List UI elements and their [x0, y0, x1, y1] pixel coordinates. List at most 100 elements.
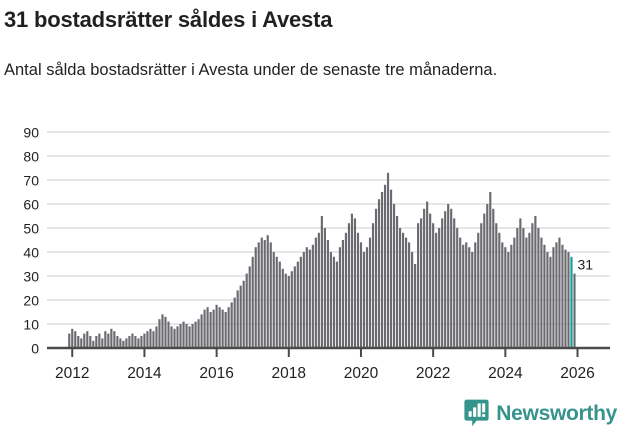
bar[interactable]: [275, 256, 278, 348]
bar[interactable]: [269, 242, 272, 348]
bar[interactable]: [368, 237, 372, 348]
bar[interactable]: [365, 247, 369, 348]
bar[interactable]: [453, 218, 456, 348]
bar[interactable]: [143, 333, 146, 348]
bar[interactable]: [224, 312, 227, 348]
bar[interactable]: [411, 252, 414, 348]
bar[interactable]: [498, 232, 501, 348]
bar[interactable]: [501, 242, 504, 348]
bar[interactable]: [146, 331, 149, 348]
bar[interactable]: [284, 273, 287, 348]
bar[interactable]: [308, 249, 311, 348]
bar[interactable]: [140, 336, 143, 348]
bar[interactable]: [444, 211, 447, 348]
bar[interactable]: [176, 326, 179, 348]
bar[interactable]: [389, 189, 393, 348]
bar[interactable]: [558, 237, 561, 348]
bar[interactable]: [128, 336, 131, 348]
bar[interactable]: [137, 338, 140, 348]
bar[interactable]: [341, 240, 345, 348]
bar[interactable]: [260, 237, 263, 348]
bar[interactable]: [212, 309, 215, 348]
bar[interactable]: [447, 204, 450, 348]
bar[interactable]: [287, 276, 290, 348]
bar[interactable]: [423, 208, 426, 348]
bar[interactable]: [119, 338, 122, 348]
bar[interactable]: [350, 213, 354, 348]
bar[interactable]: [281, 268, 284, 348]
bar[interactable]: [480, 223, 483, 348]
bar[interactable]: [380, 192, 384, 348]
bar[interactable]: [492, 208, 495, 348]
bar[interactable]: [239, 285, 242, 348]
bar[interactable]: [477, 232, 480, 348]
bar[interactable]: [236, 290, 239, 348]
bar[interactable]: [540, 237, 543, 348]
bar[interactable]: [104, 331, 107, 348]
bar[interactable]: [185, 324, 188, 348]
bar[interactable]: [311, 244, 314, 348]
bar[interactable]: [392, 204, 396, 348]
bar[interactable]: [98, 333, 101, 348]
bar[interactable]: [74, 331, 77, 348]
bar[interactable]: [323, 228, 326, 348]
bar[interactable]: [320, 216, 323, 348]
bar[interactable]: [401, 232, 405, 348]
bar[interactable]: [567, 252, 570, 348]
bar[interactable]: [290, 271, 293, 348]
bar[interactable]: [549, 256, 552, 348]
bar[interactable]: [209, 312, 212, 348]
bar[interactable]: [110, 328, 113, 348]
bar[interactable]: [408, 242, 411, 348]
bar[interactable]: [101, 338, 104, 348]
bar[interactable]: [522, 228, 525, 348]
bar[interactable]: [504, 247, 507, 348]
bar[interactable]: [167, 321, 170, 348]
bar[interactable]: [305, 247, 308, 348]
bar[interactable]: [356, 232, 360, 348]
bar[interactable]: [519, 218, 522, 348]
bar[interactable]: [507, 252, 510, 348]
bar[interactable]: [537, 228, 540, 348]
bar[interactable]: [398, 228, 402, 348]
bar[interactable]: [299, 256, 302, 348]
bar[interactable]: [317, 232, 320, 348]
bar[interactable]: [89, 336, 92, 348]
bar[interactable]: [344, 232, 348, 348]
bar[interactable]: [483, 213, 486, 348]
bar[interactable]: [230, 302, 233, 348]
bar[interactable]: [495, 223, 498, 348]
bar[interactable]: [194, 321, 197, 348]
bar[interactable]: [215, 304, 218, 348]
bar[interactable]: [405, 237, 408, 348]
bar[interactable]: [468, 247, 471, 348]
bar[interactable]: [206, 307, 209, 348]
bar[interactable]: [564, 249, 567, 348]
bar[interactable]: [471, 252, 474, 348]
bar[interactable]: [525, 237, 528, 348]
bar[interactable]: [293, 266, 296, 348]
bar[interactable]: [278, 261, 281, 348]
bar[interactable]: [332, 256, 335, 348]
bar[interactable]: [302, 252, 305, 348]
bar[interactable]: [197, 319, 200, 348]
bar[interactable]: [188, 326, 191, 348]
bar[interactable]: [200, 314, 203, 348]
bar[interactable]: [513, 237, 516, 348]
bar[interactable]: [459, 237, 462, 348]
bar[interactable]: [516, 228, 519, 348]
bar[interactable]: [534, 216, 537, 348]
bar[interactable]: [272, 252, 275, 348]
bar[interactable]: [359, 242, 363, 348]
bar[interactable]: [489, 192, 492, 348]
bar[interactable]: [573, 273, 576, 348]
bar[interactable]: [426, 201, 429, 348]
bar[interactable]: [191, 324, 194, 348]
bar[interactable]: [254, 247, 257, 348]
bar[interactable]: [462, 244, 465, 348]
bar[interactable]: [417, 223, 420, 348]
bar[interactable]: [95, 336, 98, 348]
bar[interactable]: [543, 244, 546, 348]
bar[interactable]: [353, 218, 357, 348]
bar[interactable]: [152, 331, 155, 348]
